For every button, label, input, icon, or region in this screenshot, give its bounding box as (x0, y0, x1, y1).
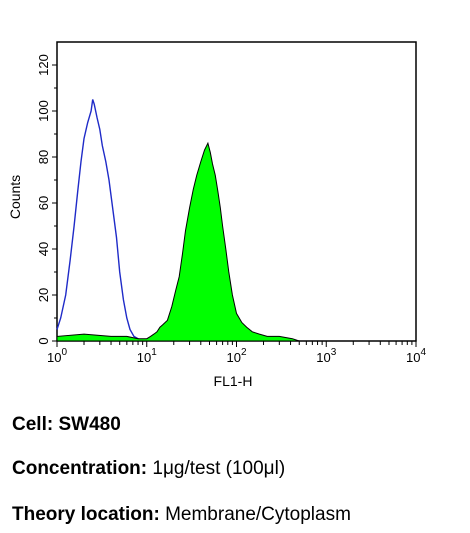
cell-line-info: Cell: SW480 (12, 414, 121, 436)
x-tick-label: 100 (47, 347, 67, 365)
x-tick-label: 104 (406, 347, 426, 365)
theory-location-info: Theory location: Membrane/Cytoplasm (12, 504, 351, 526)
y-axis-label: Counts (7, 175, 23, 219)
y-tick-label: 80 (36, 150, 51, 164)
y-tick-label: 100 (36, 100, 51, 122)
concentration-value: 1μg/test (100μl) (152, 458, 286, 479)
flow-histogram-chart: 0 20 40 60 80 100 120 100 101 102 103 104 Counts FL… (7, 41, 426, 389)
x-axis-label: FL1-H (214, 373, 253, 389)
theory-location-label: Theory location: (12, 504, 160, 525)
y-tick-label: 120 (36, 54, 51, 76)
control-histogram-line (56, 99, 143, 342)
axis-layer: 0 20 40 60 80 100 120 100 101 102 103 104 (36, 54, 426, 365)
y-tick-label: 40 (36, 242, 51, 256)
y-tick-label: 20 (36, 288, 51, 302)
y-tick-label: 0 (36, 337, 51, 344)
series-layer (56, 99, 300, 342)
cell-label: Cell: (12, 414, 54, 435)
concentration-info: Concentration: 1μg/test (100μl) (12, 458, 285, 480)
theory-location-value: Membrane/Cytoplasm (165, 504, 351, 525)
x-tick-label: 102 (226, 347, 246, 365)
cell-value: SW480 (58, 414, 121, 435)
concentration-label: Concentration: (12, 458, 148, 479)
y-tick-label: 60 (36, 196, 51, 210)
x-tick-label: 103 (316, 347, 336, 365)
x-tick-label: 101 (137, 347, 157, 365)
sample-histogram-fill (56, 141, 300, 342)
